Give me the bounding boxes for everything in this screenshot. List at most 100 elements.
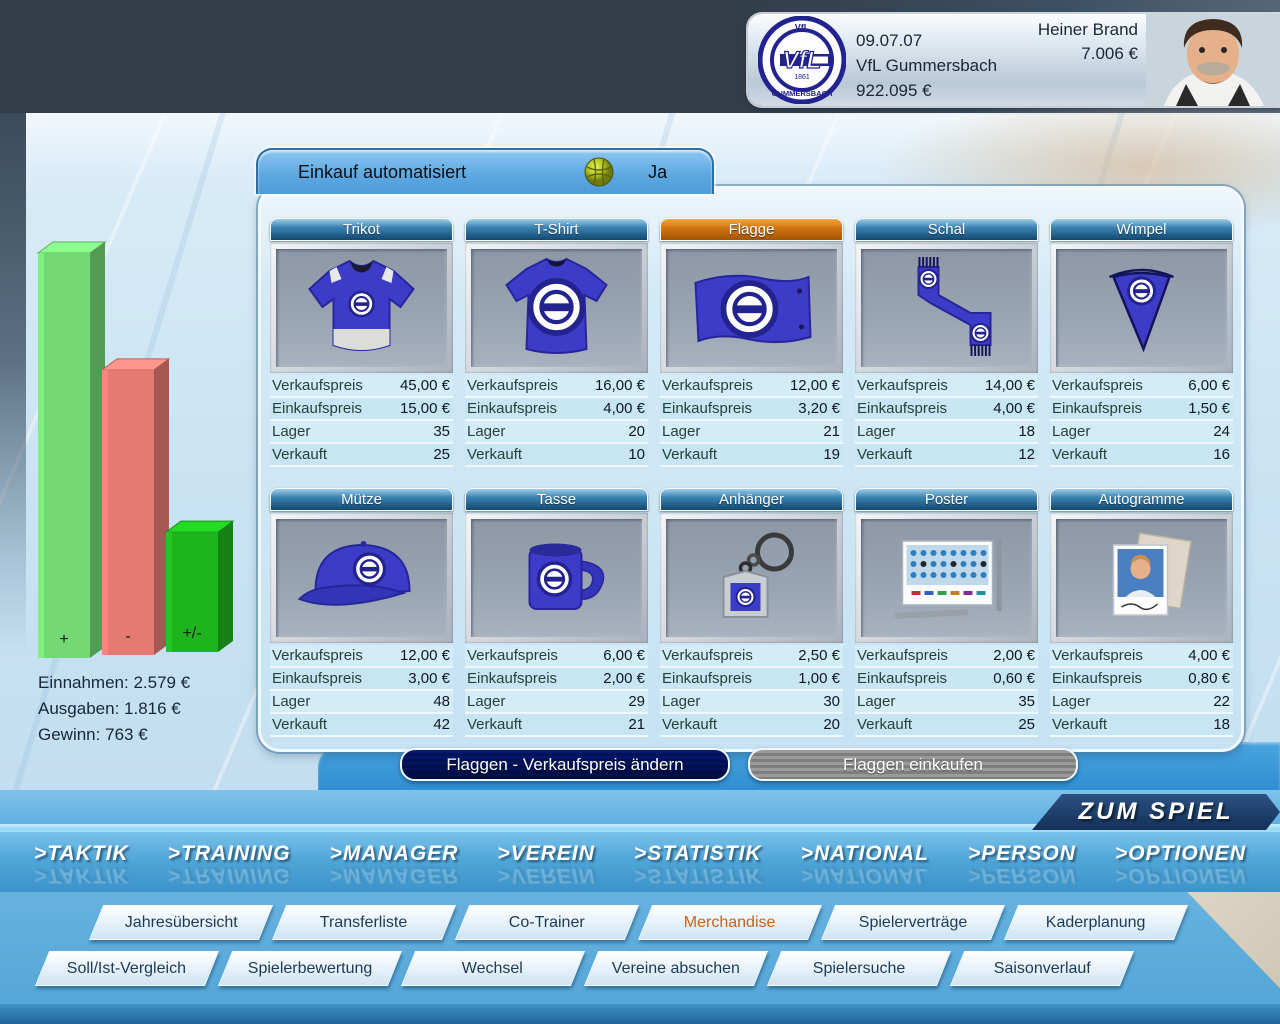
logo-monogram: VfL [783, 47, 822, 74]
merch-card: Trikot Verkaufspreis 45,00 € Einkaufspreis 1… [270, 218, 453, 467]
price-row-label: Verkaufspreis [857, 377, 948, 394]
svg-text:-: - [125, 628, 130, 645]
price-table: Verkaufspreis 6,00 € Einkaufspreis 1,50 € La… [1050, 375, 1233, 467]
price-row-value: 25 [1018, 716, 1035, 733]
sub-nav-cotrainer[interactable]: Co-Trainer [454, 905, 640, 940]
merch-tab[interactable]: Tasse [465, 488, 648, 511]
price-row: Verkauft 12 [855, 444, 1038, 467]
price-row-label: Lager [857, 693, 896, 710]
merch-tab[interactable]: Trikot [270, 218, 453, 241]
price-row-value: 2,50 € [798, 647, 840, 664]
merch-tab[interactable]: Anhänger [660, 488, 843, 511]
sub-nav-wechsel[interactable]: Wechsel [400, 951, 586, 986]
sub-nav-transferliste[interactable]: Transferliste [271, 905, 457, 940]
main-nav-item-statistik[interactable]: >STATISTIK >STATISTIK [634, 842, 762, 887]
manager-name: Heiner Brand [1037, 20, 1138, 39]
price-row-value: 18 [1213, 716, 1230, 733]
sub-nav-sollistvergleich[interactable]: Soll/Ist-Vergleich [34, 951, 220, 986]
cap-icon [276, 519, 447, 637]
price-row-value: 22 [1213, 693, 1230, 710]
sub-nav-kaderplanung[interactable]: Kaderplanung [1003, 905, 1189, 940]
change-sell-price-button[interactable]: Flaggen - Verkaufspreis ändern [400, 748, 730, 781]
logo-text-year: 1861 [794, 74, 810, 81]
main-nav: >TAKTIK >TAKTIK >TRAINING >TRAINING >MANAGER… [0, 830, 1280, 892]
price-row-label: Einkaufspreis [467, 670, 558, 687]
merch-tab[interactable]: Flagge [660, 218, 843, 241]
sub-nav-jahresbersicht[interactable]: Jahresübersicht [88, 905, 274, 940]
price-row-label: Einkaufspreis [662, 400, 753, 417]
logo-text-bottom: GUMMERSBACH [772, 89, 833, 98]
sub-nav-spielerbewertung[interactable]: Spielerbewertung [217, 951, 403, 986]
price-row: Verkaufspreis 12,00 € [270, 645, 453, 668]
to-game-button[interactable]: ZUM SPIEL [1032, 794, 1280, 830]
merch-card: Tasse Verkaufspreis 6,00 € Einkaufspreis 2,0… [465, 488, 648, 737]
merch-tab[interactable]: Wimpel [1050, 218, 1233, 241]
scarf-icon [861, 249, 1032, 367]
main-nav-item-manager[interactable]: >MANAGER >MANAGER [329, 842, 459, 887]
price-row-label: Verkaufspreis [1052, 377, 1143, 394]
price-row-label: Verkauft [467, 446, 523, 463]
price-row-value: 15,00 € [399, 400, 450, 417]
merch-tab[interactable]: Autogramme [1050, 488, 1233, 511]
merch-tab[interactable]: Poster [855, 488, 1038, 511]
logo-text-top: VfL [795, 23, 810, 33]
merch-image-frame [465, 513, 648, 643]
main-nav-item-optionen[interactable]: >OPTIONEN >OPTIONEN [1115, 842, 1246, 887]
merch-card: Flagge Verkaufspreis 12,00 € Einkaufspreis 3… [660, 218, 843, 467]
price-row-value: 25 [433, 446, 450, 463]
sub-nav-saisonverlauf[interactable]: Saisonverlauf [949, 951, 1135, 986]
mug-icon [471, 519, 642, 637]
price-row-label: Lager [662, 693, 701, 710]
sub-nav-spielervertrge[interactable]: Spielerverträge [820, 905, 1006, 940]
price-row-label: Verkaufspreis [662, 377, 753, 394]
expenses-line: Ausgaben: 1.816 € [38, 699, 181, 718]
price-row: Verkaufspreis 2,50 € [660, 645, 843, 668]
merch-image-frame [1050, 243, 1233, 373]
merch-image-frame [270, 243, 453, 373]
price-row-label: Verkauft [1052, 716, 1108, 733]
price-row: Lager 29 [465, 691, 648, 714]
merch-tab[interactable]: Mütze [270, 488, 453, 511]
price-row-value: 12,00 € [789, 377, 840, 394]
price-row: Lager 30 [660, 691, 843, 714]
price-row: Lager 35 [270, 421, 453, 444]
price-row-value: 6,00 € [1188, 377, 1230, 394]
price-row: Einkaufspreis 3,00 € [270, 668, 453, 691]
main-nav-item-verein[interactable]: >VEREIN >VEREIN [497, 842, 595, 887]
main-nav-item-taktik[interactable]: >TAKTIK >TAKTIK [34, 842, 129, 887]
svg-text:+/-: +/- [182, 625, 201, 642]
main-nav-item-person[interactable]: >PERSON >PERSON [968, 842, 1076, 887]
handball-icon[interactable] [584, 157, 614, 187]
price-row: Lager 21 [660, 421, 843, 444]
price-row-label: Einkaufspreis [857, 670, 948, 687]
svg-text:+: + [59, 631, 68, 648]
main-nav-item-national[interactable]: >NATIONAL >NATIONAL [800, 842, 929, 887]
price-row-value: 20 [628, 423, 645, 440]
price-row: Einkaufspreis 15,00 € [270, 398, 453, 421]
merch-image-frame [855, 513, 1038, 643]
club-name: VfL Gummersbach [856, 56, 998, 75]
sub-nav-row1: Jahresübersicht Transferliste Co-Trainer Me… [88, 905, 1189, 940]
club-funds: 922.095 € [856, 81, 932, 100]
price-row-value: 4,00 € [993, 400, 1035, 417]
price-row-label: Verkauft [272, 446, 328, 463]
sub-nav-merchandise[interactable]: Merchandise [637, 905, 823, 940]
price-row: Verkauft 21 [465, 714, 648, 737]
sub-nav-spielersuche[interactable]: Spielersuche [766, 951, 952, 986]
main-nav-item-training[interactable]: >TRAINING >TRAINING [167, 842, 291, 887]
price-row-value: 16 [1213, 446, 1230, 463]
current-date: 09.07.07 [856, 31, 923, 50]
auto-purchase-toggle[interactable]: Einkauf automatisiert Ja [256, 148, 714, 194]
price-row-label: Einkaufspreis [1052, 670, 1143, 687]
price-row-label: Lager [1052, 423, 1091, 440]
price-row-value: 6,00 € [603, 647, 645, 664]
price-row-value: 19 [823, 446, 840, 463]
price-row-value: 14,00 € [984, 377, 1035, 394]
sub-nav-vereineabsuchen[interactable]: Vereine absuchen [583, 951, 769, 986]
merch-tab[interactable]: T-Shirt [465, 218, 648, 241]
buy-items-button[interactable]: Flaggen einkaufen [748, 748, 1078, 781]
price-table: Verkaufspreis 12,00 € Einkaufspreis 3,00 € L… [270, 645, 453, 737]
manager-photo [1146, 14, 1280, 106]
price-row: Verkaufspreis 14,00 € [855, 375, 1038, 398]
merch-tab[interactable]: Schal [855, 218, 1038, 241]
